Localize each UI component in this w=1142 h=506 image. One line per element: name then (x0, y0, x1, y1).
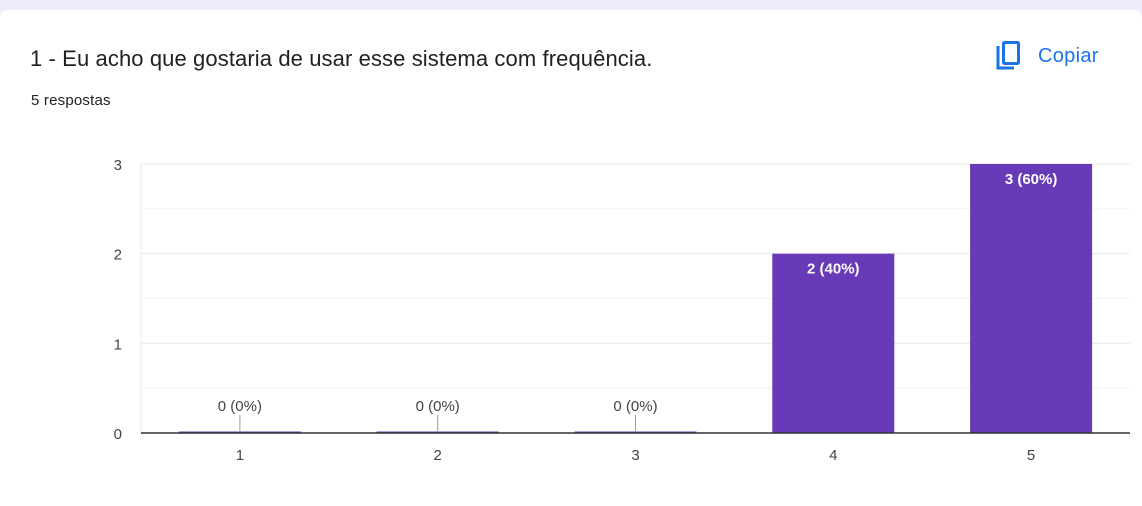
data-label: 0 (0%) (416, 398, 460, 415)
y-tick-label: 1 (114, 336, 122, 353)
data-label: 0 (0%) (613, 398, 657, 415)
data-label: 2 (40%) (807, 261, 860, 278)
x-tick-label: 4 (829, 447, 837, 464)
data-label: 3 (60%) (1005, 171, 1058, 188)
x-tick-label: 5 (1027, 447, 1035, 464)
y-tick-label: 3 (114, 157, 122, 174)
y-tick-label: 0 (114, 426, 122, 443)
x-tick-label: 3 (631, 447, 639, 464)
y-tick-label: 2 (114, 247, 122, 264)
x-tick-label: 2 (434, 447, 442, 464)
x-tick-label: 1 (236, 447, 244, 464)
bar (772, 254, 894, 433)
bar (970, 164, 1092, 433)
data-label: 0 (0%) (218, 398, 262, 415)
